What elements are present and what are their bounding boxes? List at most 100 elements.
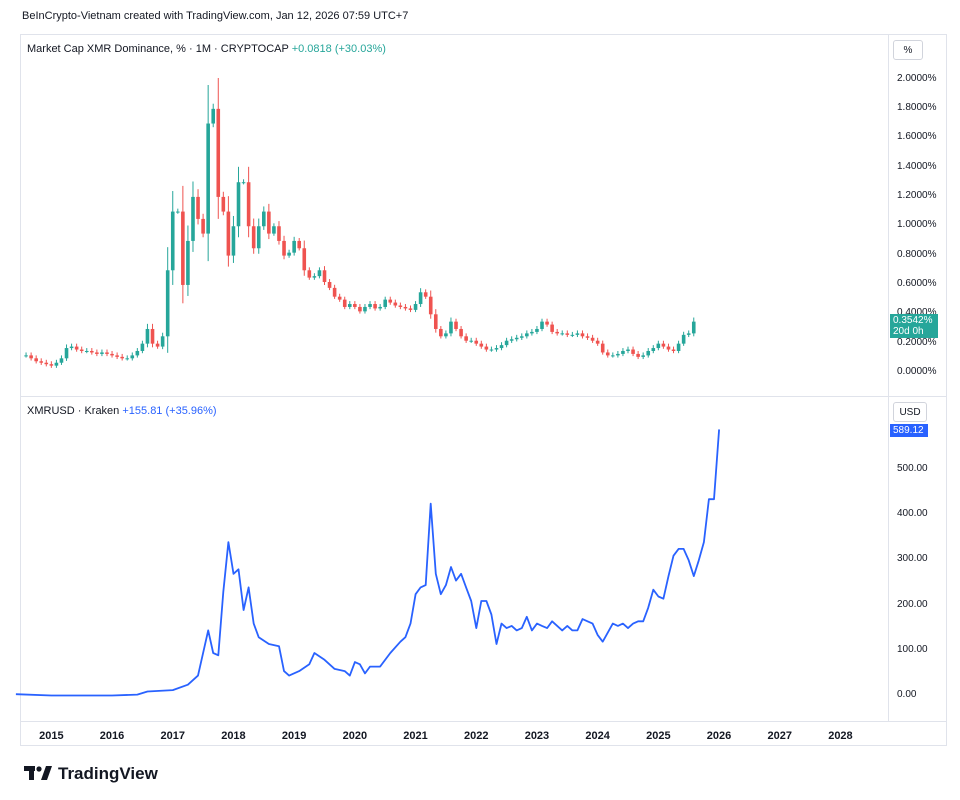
attribution: BeInCrypto-Vietnam created with TradingV… [22, 10, 409, 22]
candle-body [115, 355, 119, 357]
time-axis-label: 2017 [160, 730, 185, 742]
tradingview-brand: TradingView [58, 764, 158, 783]
candle-body [95, 352, 99, 354]
candle-body [616, 353, 620, 356]
candle-body [580, 333, 585, 337]
candle-body [671, 349, 676, 351]
candle-body [383, 299, 387, 307]
candle-body [226, 211, 231, 256]
dominance-axis-tick: 0.2000% [897, 336, 937, 348]
candle-body [368, 304, 372, 307]
candle-body [201, 218, 205, 234]
price-scale-bottom[interactable] [888, 397, 947, 721]
time-axis-label: 2023 [524, 730, 550, 742]
candle-body [464, 336, 468, 341]
candle-body [378, 306, 382, 309]
candle-body [206, 123, 210, 234]
candle-body [100, 352, 104, 354]
candle-body [479, 343, 484, 347]
candle-body [231, 226, 236, 256]
candle-body [322, 270, 327, 283]
usd-axis-tick: 100.00 [897, 643, 928, 655]
candle-body [570, 334, 575, 336]
candle-body [626, 349, 630, 351]
candle-body [262, 211, 266, 227]
time-axis-label: 2020 [342, 730, 368, 742]
candle-body [686, 333, 691, 335]
candle-body [337, 296, 342, 300]
candle-body [49, 364, 54, 366]
tradingview-logo[interactable]: TradingView [24, 764, 158, 784]
candle-body [105, 352, 109, 354]
time-axis-label: 2026 [706, 730, 732, 742]
candle-body [666, 346, 671, 350]
candle-body [373, 304, 377, 309]
candle-body [540, 321, 544, 329]
bar-countdown: 20d 0h [893, 326, 924, 337]
candle-body [474, 340, 479, 344]
candle-body [186, 240, 190, 285]
candle-body [600, 343, 605, 353]
candle-body [681, 334, 686, 344]
candle-body [39, 361, 44, 363]
candle-body [611, 355, 615, 357]
candle-body [418, 292, 423, 305]
candle-body [408, 308, 413, 310]
time-axis-label: 2015 [39, 730, 64, 742]
dominance-axis-tick: 0.0000% [897, 366, 937, 377]
candle-body [398, 305, 403, 307]
time-axis-label: 2025 [646, 730, 671, 742]
candle-body [297, 240, 302, 249]
dominance-axis-tick: 1.6000% [897, 131, 937, 143]
time-axis-label: 2021 [403, 730, 428, 742]
dominance-axis-tick: 1.8000% [897, 101, 937, 113]
candle-body [428, 296, 433, 315]
candle-body [176, 211, 180, 213]
candle-body [413, 304, 418, 310]
time-axis-label: 2016 [99, 730, 125, 742]
xmrusd-price-line [15, 429, 720, 697]
dominance-axis-tick: 0.8000% [897, 248, 937, 260]
candle-body [251, 226, 256, 249]
candle-body [575, 333, 580, 335]
candle-body [125, 358, 130, 360]
candle-body [646, 350, 651, 356]
price-scale-top[interactable] [888, 34, 947, 396]
candle-body [317, 270, 322, 277]
usd-unit-button[interactable]: USD [893, 402, 927, 422]
pane-separator[interactable] [20, 396, 947, 397]
candle-body [44, 362, 49, 365]
candle-body [120, 356, 124, 359]
dominance-legend[interactable]: Market Cap XMR Dominance, % · 1M · CRYPT… [27, 43, 386, 55]
dominance-change: +0.0818 (+30.03%) [291, 43, 386, 55]
dominance-axis-tick: 1.0000% [897, 219, 937, 231]
candle-body [342, 299, 347, 307]
candle-body [79, 349, 84, 351]
candle-body [292, 240, 296, 253]
candle-body [221, 196, 226, 212]
candle-body [560, 333, 565, 335]
usd-axis-tick: 0.00 [897, 689, 917, 700]
candle-body [160, 336, 165, 347]
candle-body [54, 362, 59, 366]
candle-body [691, 321, 696, 334]
percent-unit-button[interactable]: % [893, 40, 923, 60]
candle-body [64, 348, 69, 359]
candle-body [241, 182, 246, 184]
time-axis-label: 2028 [828, 730, 853, 742]
dominance-axis-tick: 0.6000% [897, 277, 937, 289]
candle-body [525, 333, 529, 337]
xmrusd-legend[interactable]: XMRUSD · Kraken +155.81 (+35.96%) [27, 405, 217, 417]
candle-body [277, 226, 281, 241]
candle-body [267, 211, 271, 234]
dominance-axis-tick: 2.0000% [897, 72, 937, 84]
candle-body [347, 304, 352, 307]
usd-axis-tick: 200.00 [897, 598, 928, 610]
candle-body [211, 108, 216, 124]
candle-body [256, 226, 261, 249]
candle-body [282, 240, 286, 256]
candle-body [69, 346, 74, 349]
candle-body [605, 352, 610, 356]
candle-body [24, 355, 28, 357]
